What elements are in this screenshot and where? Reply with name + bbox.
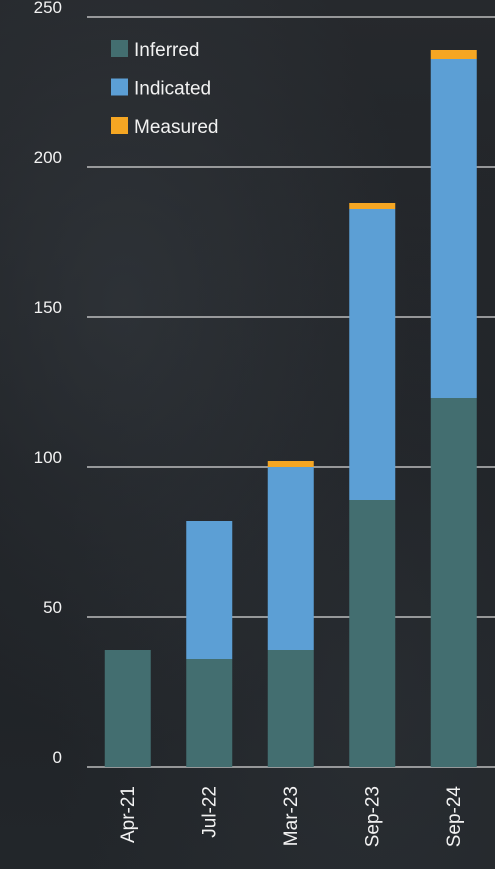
x-axis-tick-labels: Apr-21 Jul-22 Mar-23 Sep-23 Sep-24 xyxy=(118,786,465,848)
bars xyxy=(104,50,477,767)
y-tick-label: 150 xyxy=(34,298,62,317)
legend-label-inferred: Inferred xyxy=(134,40,199,61)
bar-inferred-mar-23 xyxy=(267,650,314,767)
y-tick-label: 250 xyxy=(34,0,62,17)
bar-indicated-mar-23 xyxy=(267,467,314,650)
legend-swatch-indicated xyxy=(111,78,128,96)
legend-swatch-inferred xyxy=(111,40,128,57)
x-tick-label: Mar-23 xyxy=(281,786,302,846)
legend: Inferred Indicated Measured xyxy=(111,40,219,138)
bar-indicated-sep-24 xyxy=(430,59,477,398)
x-tick-label: Sep-23 xyxy=(362,786,383,847)
legend-label-indicated: Indicated xyxy=(134,79,211,100)
x-tick-label: Jul-22 xyxy=(199,786,220,838)
bar-measured-mar-23 xyxy=(267,461,314,467)
bar-inferred-sep-24 xyxy=(430,398,477,767)
bar-inferred-jul-22 xyxy=(186,659,233,767)
legend-label-measured: Measured xyxy=(134,117,219,138)
bar-measured-sep-23 xyxy=(349,203,396,209)
y-tick-label: 50 xyxy=(43,598,62,617)
bar-indicated-sep-23 xyxy=(349,209,396,500)
y-tick-label: 200 xyxy=(34,148,62,167)
bar-inferred-sep-23 xyxy=(349,500,396,767)
y-axis-tick-labels: 0 50 100 150 200 250 xyxy=(34,0,62,767)
bar-indicated-jul-22 xyxy=(186,521,233,659)
y-tick-label: 0 xyxy=(53,748,62,767)
bar-inferred-apr-21 xyxy=(104,650,151,767)
bar-measured-sep-24 xyxy=(430,50,477,59)
x-tick-label: Apr-21 xyxy=(118,786,139,843)
x-tick-label: Sep-24 xyxy=(444,786,465,848)
y-tick-label: 100 xyxy=(34,448,62,467)
legend-swatch-measured xyxy=(111,117,128,134)
